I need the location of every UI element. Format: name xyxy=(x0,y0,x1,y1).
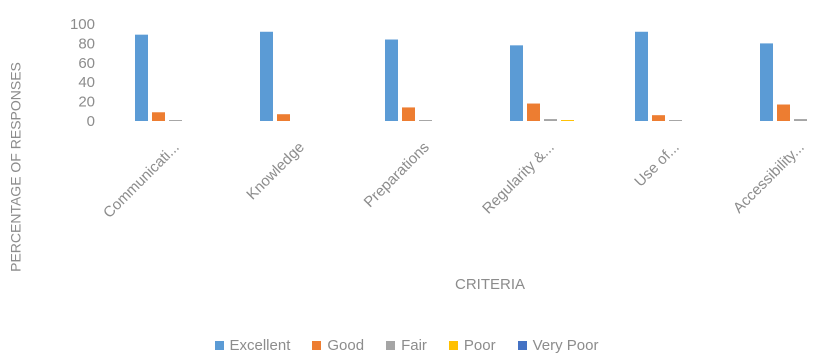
legend-swatch xyxy=(386,340,396,350)
legend-label: Fair xyxy=(401,336,427,354)
bar-fair xyxy=(544,119,557,121)
bar-fair xyxy=(794,119,807,121)
legend-swatch xyxy=(312,340,322,350)
legend-label: Poor xyxy=(463,336,496,354)
legend-item: Excellent xyxy=(214,336,291,354)
bar-fair xyxy=(419,120,432,121)
legend-item: Very Poor xyxy=(517,336,599,354)
y-axis-title-box: PERCENTAGE OF RESPONSES xyxy=(6,42,28,292)
bar-excellent xyxy=(260,31,273,121)
bar-excellent xyxy=(385,39,398,121)
y-tick-label: 100 xyxy=(70,16,95,33)
bar-fair xyxy=(169,120,182,121)
x-tick-label: Communicati... xyxy=(100,139,183,222)
legend-label: Excellent xyxy=(229,336,291,354)
legend-item: Poor xyxy=(448,336,496,354)
x-tick-label: Use of... xyxy=(631,139,683,191)
x-tick-label: Preparations xyxy=(361,139,433,211)
y-axis-title: PERCENTAGE OF RESPONSES xyxy=(8,62,24,272)
x-tick-label: Accessibility... xyxy=(730,139,808,217)
legend-swatch xyxy=(448,340,458,350)
legend-swatch xyxy=(517,340,527,350)
bar-fair xyxy=(669,120,682,121)
legend-label: Very Poor xyxy=(532,336,599,354)
bar-good xyxy=(777,104,790,121)
x-axis-title: CRITERIA xyxy=(454,276,525,293)
legend-item: Good xyxy=(312,337,364,354)
x-tick-label: Regularity &... xyxy=(479,139,558,218)
bar-good xyxy=(527,103,540,121)
chart-plot: 100 80 60 40 20 0 Communicati... Knowledge Prepa… xyxy=(70,16,808,222)
bar-good xyxy=(277,114,290,121)
bar-excellent xyxy=(635,31,648,121)
bar-good xyxy=(152,112,165,121)
bar-excellent xyxy=(510,45,523,122)
y-tick-label: 60 xyxy=(78,55,95,72)
legend-item: Fair xyxy=(386,337,427,354)
y-tick-label: 0 xyxy=(87,113,95,130)
bar-good xyxy=(402,107,415,121)
bar-excellent xyxy=(135,34,148,121)
y-tick-label: 40 xyxy=(78,74,95,91)
bar-excellent xyxy=(760,43,773,121)
x-tick-label: Knowledge xyxy=(243,139,308,204)
y-tick-label: 20 xyxy=(78,94,95,111)
bar-poor xyxy=(561,120,574,121)
legend: Excellent Good Fair Poor Very Poor xyxy=(0,335,813,355)
bar-good xyxy=(652,115,665,121)
legend-label: Good xyxy=(327,336,365,354)
legend-swatch xyxy=(214,340,224,350)
y-tick-label: 80 xyxy=(78,35,95,52)
